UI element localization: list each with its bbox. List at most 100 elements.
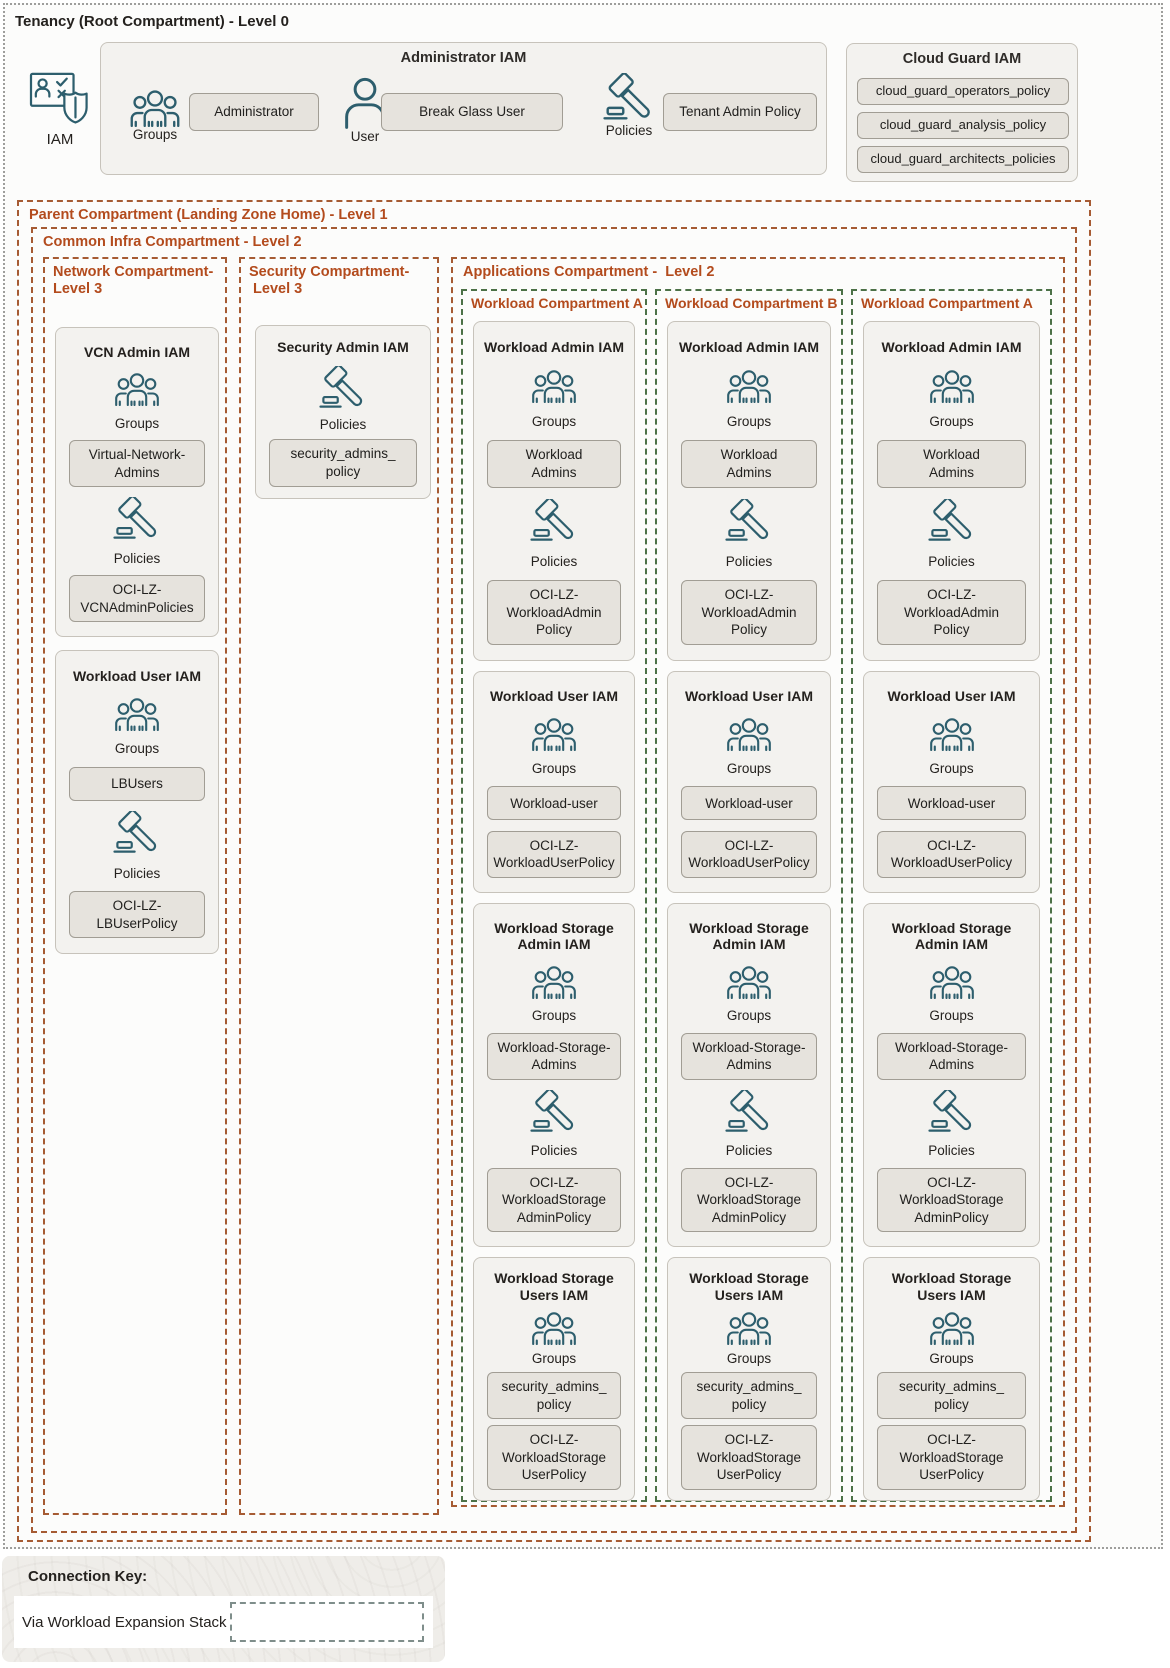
workload-admin-iam-section: Workload Admin IAM Groups Workload Admin… — [667, 321, 831, 661]
policies-gavel-icon — [603, 73, 655, 123]
administrator-iam-section: Administrator IAM Groups Administrator U… — [100, 42, 827, 175]
policies-gavel-icon — [725, 498, 773, 543]
connection-key-title: Connection Key: — [28, 1568, 148, 1585]
policy-node: OCI-LZ- WorkloadStorage AdminPolicy — [487, 1167, 621, 1233]
policy-node: OCI-LZ- VCNAdminPolicies — [69, 575, 205, 623]
section-title: Workload User IAM — [887, 688, 1016, 705]
workload-compartment-label: Workload Compartment B — [665, 295, 838, 311]
section-title: Workload Storage Users IAM — [891, 1269, 1012, 1303]
security-compartment: Security Compartment- Level 3 Security A… — [239, 257, 439, 1515]
policy-node: cloud_guard_operators_policy — [857, 78, 1069, 105]
workload-compartment: Workload Compartment A Workload Admin IA… — [461, 289, 647, 1502]
groups-label: Groups — [726, 1351, 772, 1367]
groups-icon — [929, 965, 975, 999]
policies-label: Policies — [928, 1143, 975, 1159]
policies-gavel-icon — [927, 1089, 976, 1134]
tenancy-compartment: Tenancy (Root Compartment) - Level 0 IAM… — [3, 3, 1163, 1549]
groups-label: Groups — [929, 1351, 974, 1367]
applications-compartment: Applications Compartment - Level 2 Workl… — [451, 257, 1065, 1507]
group-node: security_admins_ policy — [877, 1372, 1026, 1420]
policy-node: cloud_guard_architects_policies — [857, 146, 1069, 173]
workload-storage-admin-iam-section: Workload Storage Admin IAM Groups Worklo… — [667, 903, 831, 1247]
section-title: Workload Admin IAM — [679, 339, 819, 356]
workload-storage-users-iam-section: Workload Storage Users IAM Groups securi… — [667, 1257, 831, 1501]
workload-compartment: Workload Compartment B Workload Admin IA… — [655, 289, 843, 1502]
policies-label: Policies — [319, 417, 367, 433]
group-node: Workload-user — [487, 786, 621, 821]
policy-node: OCI-LZ- WorkloadStorage AdminPolicy — [681, 1167, 817, 1233]
connection-key-item-label: Via Workload Expansion Stack — [22, 1613, 227, 1631]
groups-icon — [929, 717, 975, 752]
policy-node: OCI-LZ- WorkloadStorage UserPolicy — [877, 1425, 1026, 1491]
section-title: Workload Storage Admin IAM — [689, 919, 809, 953]
groups-label: Groups — [114, 415, 160, 431]
group-node: Workload-Storage- Admins — [487, 1032, 621, 1080]
groups-icon — [929, 369, 975, 404]
vcn-admin-iam-section: VCN Admin IAM Groups Virtual-Network- Ad… — [55, 327, 219, 637]
policy-node: OCI-LZ- WorkloadStorage AdminPolicy — [877, 1167, 1026, 1233]
policies-label: Policies — [530, 1143, 578, 1159]
tenancy-title: Tenancy (Root Compartment) - Level 0 — [15, 13, 289, 30]
network-compartment-label: Network Compartment- Level 3 — [53, 264, 214, 298]
groups-label: Groups — [531, 1008, 577, 1024]
policies-label: Policies — [725, 1143, 773, 1159]
groups-label: Groups — [531, 414, 577, 430]
workload-user-iam-section: Workload User IAM Groups LBUsers Policie… — [55, 650, 219, 954]
policy-node: OCI-LZ- WorkloadAdmin Policy — [877, 580, 1026, 645]
break-glass-user-node: Break Glass User — [381, 93, 563, 131]
section-title: Workload Storage Admin IAM — [494, 919, 614, 953]
group-node: security_admins_ policy — [681, 1372, 817, 1420]
groups-label: Groups — [929, 414, 974, 430]
groups-icon — [531, 717, 577, 752]
user-label: User — [350, 129, 380, 144]
cloud-guard-iam-section: Cloud Guard IAM cloud_guard_operators_po… — [846, 43, 1078, 182]
workload-storage-users-iam-section: Workload Storage Users IAM Groups securi… — [473, 1257, 635, 1501]
groups-icon — [114, 697, 160, 731]
group-node: Virtual-Network- Admins — [69, 440, 205, 488]
group-node: Workload-user — [877, 786, 1026, 821]
group-node: security_admins_ policy — [487, 1372, 621, 1420]
workload-admin-iam-section: Workload Admin IAM Groups Workload Admin… — [473, 321, 635, 661]
policy-node: cloud_guard_analysis_policy — [857, 112, 1069, 139]
workload-user-iam-section: Workload User IAM Groups Workload-user O… — [667, 671, 831, 893]
tenant-admin-policy-node: Tenant Admin Policy — [663, 93, 817, 131]
policy-node: OCI-LZ- LBUserPolicy — [69, 891, 205, 939]
groups-icon — [726, 965, 772, 999]
workload-storage-admin-iam-section: Workload Storage Admin IAM Groups Worklo… — [863, 903, 1040, 1247]
groups-icon — [726, 1311, 772, 1346]
groups-icon — [929, 1311, 975, 1346]
policies-icon-block: Policies — [597, 73, 661, 138]
policies-label: Policies — [725, 553, 773, 569]
section-title: Workload Admin IAM — [881, 339, 1022, 356]
policy-node: OCI-LZ- WorkloadAdmin Policy — [487, 580, 621, 645]
groups-label: Groups — [114, 741, 160, 757]
groups-label: Groups — [531, 761, 577, 777]
group-node: Workload Admins — [487, 440, 621, 488]
policies-gavel-icon — [530, 498, 578, 543]
connection-key: Connection Key: Via Workload Expansion S… — [2, 1556, 445, 1662]
section-title: Workload Admin IAM — [484, 339, 624, 356]
workload-user-iam-section: Workload User IAM Groups Workload-user O… — [473, 671, 635, 893]
section-title: Workload User IAM — [684, 688, 814, 705]
workload-compartment: Workload Compartment A Workload Admin IA… — [851, 289, 1052, 1502]
section-title: Workload Storage Users IAM — [689, 1269, 809, 1303]
policies-label: Policies — [605, 123, 653, 138]
workload-compartment-label: Workload Compartment A — [471, 295, 643, 311]
group-node: Workload-Storage- Admins — [681, 1032, 817, 1080]
groups-icon-block: Groups — [119, 89, 191, 142]
parent-compartment: Parent Compartment (Landing Zone Home) -… — [17, 200, 1091, 1542]
applications-compartment-label: Applications Compartment - Level 2 — [463, 264, 715, 280]
section-title: Workload Storage Users IAM — [494, 1269, 614, 1303]
workload-admin-iam-section: Workload Admin IAM Groups Workload Admin… — [863, 321, 1040, 661]
policies-gavel-icon — [113, 811, 161, 855]
groups-icon — [726, 717, 772, 752]
policy-node: OCI-LZ- WorkloadAdmin Policy — [681, 580, 817, 645]
group-node: Workload Admins — [681, 440, 817, 488]
network-compartment: Network Compartment- Level 3 VCN Admin I… — [43, 257, 227, 1515]
security-compartment-label: Security Compartment- Level 3 — [249, 264, 410, 298]
policies-label: Policies — [113, 865, 161, 881]
groups-label: Groups — [929, 1008, 974, 1024]
groups-label: Groups — [929, 761, 974, 777]
cloud-guard-iam-title: Cloud Guard IAM — [902, 51, 1022, 67]
iam-badge: IAM — [29, 69, 91, 148]
